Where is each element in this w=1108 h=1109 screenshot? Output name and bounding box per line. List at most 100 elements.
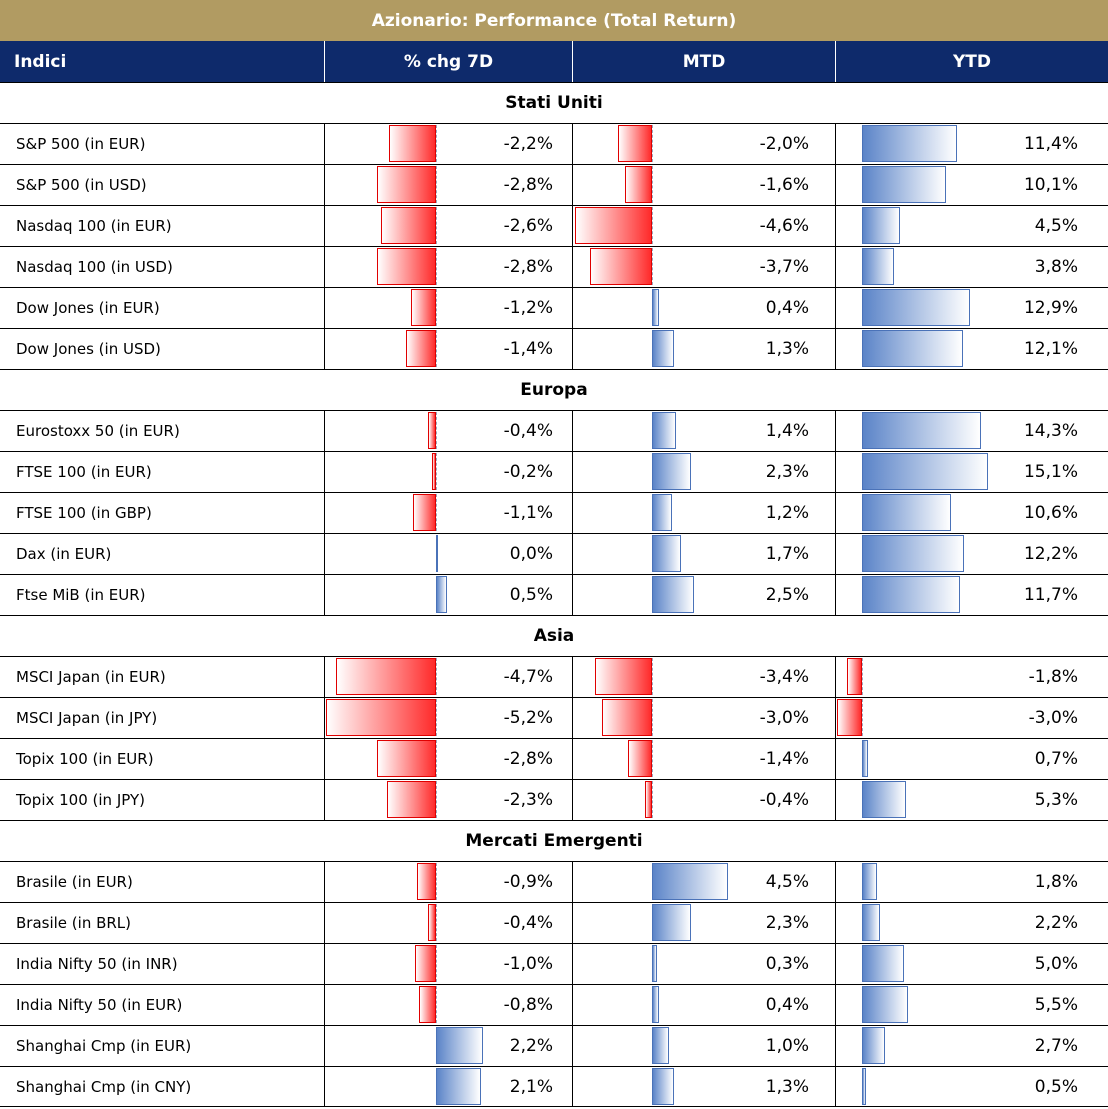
mtd-bar	[625, 166, 652, 203]
column-divider	[835, 492, 836, 533]
group-header: Mercati Emergenti	[465, 830, 643, 851]
column-divider	[572, 1066, 573, 1107]
column-divider	[572, 164, 573, 205]
mtd-bar	[652, 535, 681, 572]
column-divider	[835, 697, 836, 738]
chg7d-zero-axis	[436, 699, 437, 736]
header-separator	[324, 41, 325, 82]
ytd-bar	[862, 412, 982, 449]
row-divider	[0, 861, 1108, 862]
chg7d-value: -5,2%	[503, 707, 553, 728]
chg7d-zero-axis	[436, 125, 437, 162]
ytd-bar	[862, 125, 958, 162]
mtd-zero-axis	[652, 248, 653, 285]
ytd-value: 12,1%	[1023, 338, 1078, 359]
chg7d-bar	[376, 248, 436, 285]
column-divider	[572, 451, 573, 492]
chg7d-value: -2,8%	[503, 256, 553, 277]
chg7d-bar	[325, 699, 436, 736]
ytd-value: 14,3%	[1023, 420, 1078, 441]
mtd-bar	[652, 330, 674, 367]
mtd-bar	[652, 453, 691, 490]
header-ytd: YTD	[836, 41, 1108, 82]
chg7d-zero-axis	[436, 986, 437, 1023]
ytd-zero-axis	[862, 699, 863, 736]
chg7d-zero-axis	[436, 412, 437, 449]
chg7d-bar	[389, 125, 436, 162]
ytd-bar	[862, 453, 989, 490]
mtd-bar	[652, 986, 659, 1023]
chg7d-value: -2,6%	[503, 215, 553, 236]
ytd-bar	[862, 986, 908, 1023]
mtd-value: -0,4%	[759, 789, 809, 810]
index-label: FTSE 100 (in EUR)	[16, 462, 152, 481]
mtd-bar	[652, 494, 673, 531]
mtd-value: 1,4%	[765, 420, 809, 441]
row-divider	[0, 492, 1108, 493]
column-divider	[324, 902, 325, 943]
row-divider	[0, 533, 1108, 534]
chg7d-zero-axis	[436, 248, 437, 285]
index-label: Dow Jones (in EUR)	[16, 298, 160, 317]
column-divider	[572, 492, 573, 533]
mtd-value: 0,3%	[765, 953, 809, 974]
mtd-zero-axis	[652, 699, 653, 736]
column-divider	[324, 697, 325, 738]
chg7d-bar	[376, 740, 436, 777]
column-divider	[324, 205, 325, 246]
chg7d-bar	[336, 658, 436, 695]
column-divider	[572, 246, 573, 287]
ytd-value: 10,1%	[1023, 174, 1078, 195]
row-divider	[0, 246, 1108, 247]
ytd-bar	[862, 740, 868, 777]
table-row	[0, 779, 1108, 820]
index-label: Dow Jones (in USD)	[16, 339, 161, 358]
chg7d-value: -0,9%	[503, 871, 553, 892]
column-divider	[572, 861, 573, 902]
mtd-value: 2,5%	[765, 584, 809, 605]
chg7d-value: -1,0%	[503, 953, 553, 974]
ytd-bar	[862, 248, 894, 285]
chg7d-value: -4,7%	[503, 666, 553, 687]
table-row	[0, 861, 1108, 902]
index-label: Topix 100 (in EUR)	[16, 749, 154, 768]
column-divider	[835, 943, 836, 984]
ytd-value: 2,7%	[1034, 1035, 1078, 1056]
column-divider	[835, 656, 836, 697]
mtd-zero-axis	[652, 658, 653, 695]
ytd-bar	[862, 945, 904, 982]
column-divider	[324, 246, 325, 287]
mtd-value: 4,5%	[765, 871, 809, 892]
chg7d-bar	[416, 863, 436, 900]
mtd-value: -2,0%	[759, 133, 809, 154]
chg7d-value: 2,1%	[509, 1076, 553, 1097]
chg7d-bar	[436, 535, 438, 572]
chg7d-bar	[380, 207, 436, 244]
column-divider	[835, 328, 836, 369]
index-label: S&P 500 (in EUR)	[16, 134, 146, 153]
ytd-bar	[862, 535, 964, 572]
index-label: Ftse MiB (in EUR)	[16, 585, 146, 604]
row-divider	[0, 656, 1108, 657]
chg7d-zero-axis	[436, 166, 437, 203]
table-row	[0, 738, 1108, 779]
mtd-bar	[652, 1068, 674, 1105]
chg7d-bar	[427, 904, 436, 941]
row-divider	[0, 1106, 1108, 1107]
chg7d-value: -0,4%	[503, 912, 553, 933]
chg7d-bar	[406, 330, 436, 367]
header-chg7d: % chg 7D	[325, 41, 572, 82]
table-row	[0, 902, 1108, 943]
index-label: Nasdaq 100 (in EUR)	[16, 216, 172, 235]
column-divider	[572, 902, 573, 943]
column-divider	[324, 328, 325, 369]
chg7d-value: -1,2%	[503, 297, 553, 318]
ytd-value: 12,9%	[1023, 297, 1078, 318]
row-divider	[0, 82, 1108, 83]
ytd-bar	[836, 699, 862, 736]
row-divider	[0, 697, 1108, 698]
row-divider	[0, 574, 1108, 575]
ytd-value: 3,8%	[1034, 256, 1078, 277]
column-divider	[324, 738, 325, 779]
